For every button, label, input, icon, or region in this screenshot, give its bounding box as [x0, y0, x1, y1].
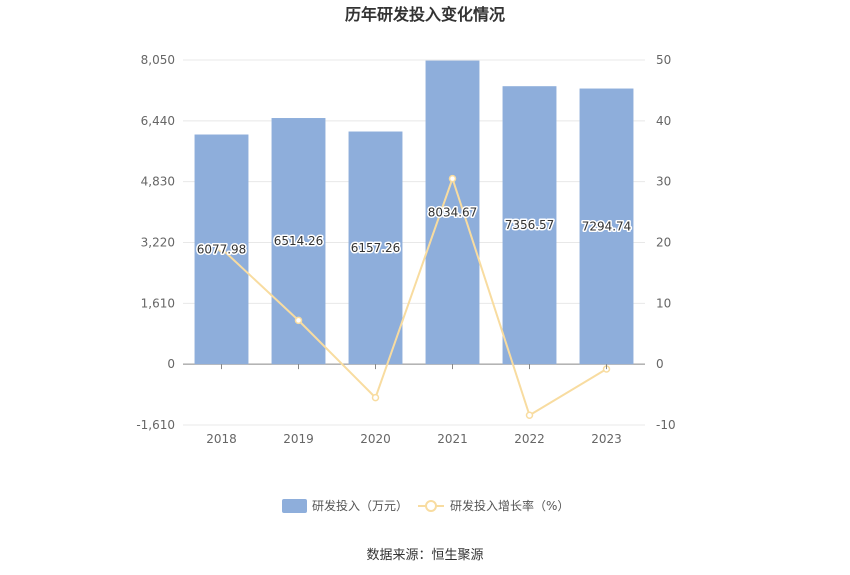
legend-bar-swatch	[282, 499, 307, 513]
growth-point-2018	[217, 244, 226, 253]
right-axis-ticks: 50 40 30 20 10 0 -10	[656, 53, 676, 432]
legend-line-marker	[425, 500, 437, 512]
growth-point-2020	[371, 393, 380, 402]
legend: 研发投入（万元） 研发投入增长率（%）	[282, 498, 569, 513]
right-tick-label: 20	[656, 236, 671, 250]
right-tick-label: 10	[656, 296, 671, 310]
left-tick-label: 3,220	[141, 236, 175, 250]
bar-value-label: 6514.26	[274, 234, 324, 248]
growth-point-2022	[525, 411, 534, 420]
right-tick-label: 0	[656, 357, 664, 371]
bar-2020	[348, 131, 403, 365]
x-axis-category-label: 2022	[514, 432, 545, 446]
bar-2023	[579, 88, 634, 365]
growth-point-2021	[448, 174, 457, 183]
right-tick-label: 50	[656, 53, 671, 67]
x-axis-category-label: 2019	[283, 432, 314, 446]
growth-point-2019	[294, 316, 303, 325]
x-axis-category-label: 2020	[360, 432, 391, 446]
bar-value-label: 7356.57	[505, 218, 555, 232]
x-axis-category-label: 2018	[206, 432, 237, 446]
x-axis-category-label: 2021	[437, 432, 468, 446]
left-tick-label: 1,610	[141, 296, 175, 310]
x-axis-category-label: 2023	[591, 432, 622, 446]
left-tick-label: -1,610	[136, 418, 175, 432]
bar-value-label: 8034.67	[428, 205, 478, 219]
left-tick-label: 8,050	[141, 53, 175, 67]
line-series	[217, 174, 611, 420]
left-tick-label: 0	[167, 357, 175, 371]
right-tick-label: -10	[656, 418, 676, 432]
bar-2022	[502, 86, 557, 365]
legend-line-label: 研发投入增长率（%）	[450, 498, 569, 513]
x-axis-categories: 2018 2019 2020 2021 2022 2023	[206, 364, 622, 446]
bar-value-label: 7294.74	[582, 219, 632, 233]
grid-lines	[183, 59, 645, 426]
left-tick-label: 4,830	[141, 175, 175, 189]
bar-series	[194, 60, 634, 365]
left-axis-ticks: 8,050 6,440 4,830 3,220 1,610 0 -1,610	[136, 53, 175, 432]
bar-data-labels: 6077.98 6514.26 6157.26 8034.67 7356.57 7294.…	[195, 204, 633, 258]
legend-bar-label: 研发投入（万元）	[312, 498, 408, 513]
growth-line	[220, 175, 608, 417]
bar-value-label: 6077.98	[197, 242, 247, 256]
right-tick-label: 30	[656, 175, 671, 189]
left-tick-label: 6,440	[141, 114, 175, 128]
right-tick-label: 40	[656, 114, 671, 128]
chart-title: 历年研发投入变化情况	[345, 5, 505, 24]
bar-value-label: 6157.26	[351, 241, 401, 255]
source-note: 数据来源：恒生聚源	[366, 548, 483, 563]
bar-2021	[425, 60, 480, 365]
